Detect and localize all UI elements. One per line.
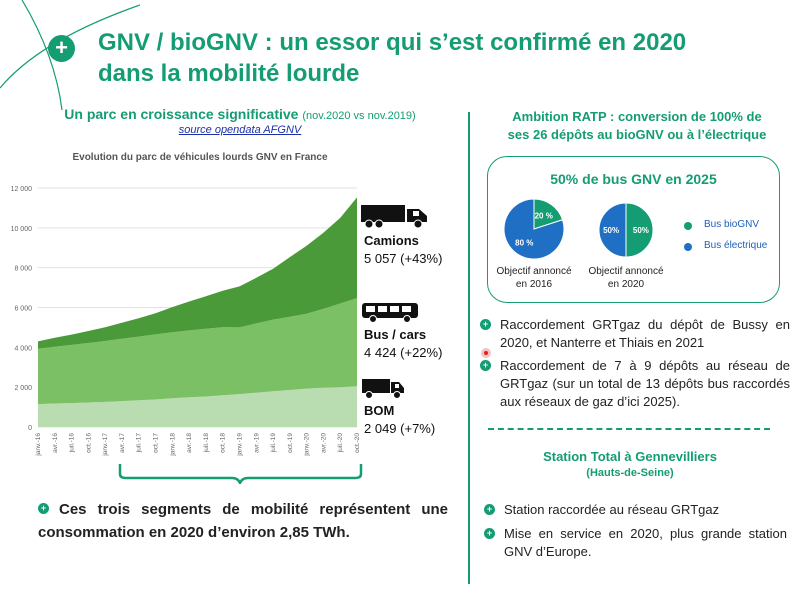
station-title: Station Total à Gennevilliers [543, 449, 717, 464]
legend-label-biognv: Bus bioGNV [704, 219, 760, 230]
page-title: GNV / bioGNV : un essor qui s’est confir… [98, 27, 788, 89]
area-series-bom [38, 386, 357, 427]
x-tick-label: juil.-18 [203, 433, 210, 454]
y-tick-label: 12 000 [11, 186, 33, 193]
bus-icon [362, 303, 418, 323]
x-tick-label: juil.-19 [270, 433, 277, 454]
legend-label-electrique: Bus électrique [704, 240, 768, 251]
ratp-heading: Ambition RATP : conversion de 100% de se… [484, 108, 790, 144]
area-series-bus-cars [38, 298, 357, 405]
x-tick-label: avr.-17 [119, 433, 126, 453]
consumption-text: Ces trois segments de mobilité représent… [38, 501, 448, 541]
ratp-bullet-2: + Raccordement de 7 à 9 dépôts au réseau… [478, 357, 790, 411]
pie-chart-2016: 20 % 80 % [504, 199, 564, 259]
pie-label-electrique: 50% [603, 226, 619, 235]
ratp-heading-line2: ses 26 dépôts au bioGNV ou à l’électriqu… [507, 127, 767, 142]
source-link[interactable]: source opendata AFGNV [178, 124, 302, 136]
ratp-bullet-2-text: Raccordement de 7 à 9 dépôts au réseau d… [500, 358, 790, 409]
x-tick-label: janv.-18 [169, 433, 176, 457]
bullet-plus-icon: + [480, 360, 491, 371]
chart-section-note: (nov.2020 vs nov.2019) [302, 110, 416, 122]
truck-icon [361, 205, 427, 229]
y-tick-label: 10 000 [11, 226, 33, 233]
x-tick-label: oct.-18 [220, 433, 227, 453]
segment-name-bom: BOM [364, 403, 395, 418]
pie-label-biognv: 50% [633, 226, 649, 235]
y-tick-label: 8 000 [14, 266, 32, 273]
segment-name-bus: Bus / cars [364, 327, 427, 342]
pie-slice-electrique [504, 199, 564, 259]
x-tick-label: juil.-16 [69, 433, 76, 454]
pie-label-biognv: 20 % [535, 212, 553, 221]
column-divider [468, 112, 470, 584]
x-tick-label: avr.-19 [253, 433, 260, 453]
y-tick-label: 0 [28, 425, 32, 432]
ratp-bullet-1: + Raccordement GRTgaz du dépôt de Bussy … [478, 316, 790, 352]
y-tick-label: 4 000 [14, 345, 32, 352]
pie-caption-2016-line1: Objectif annoncé [496, 266, 572, 277]
chart-title: Evolution du parc de véhicules lourds GN… [72, 152, 328, 163]
pie-caption-2016-line2: en 2016 [515, 279, 553, 290]
pie-caption-2016: Objectif annoncé en 2016 [484, 265, 584, 291]
x-tick-label: juil.-20 [337, 433, 344, 454]
consumption-bullet: + Ces trois segments de mobilité représen… [38, 498, 448, 544]
x-tick-label: oct.-16 [85, 433, 92, 453]
pie-chart-2020: 50% 50% [599, 203, 653, 257]
segment-value-bom: 2 049 (+7%) [364, 421, 436, 436]
x-tick-label: oct.-20 [354, 433, 360, 453]
page-title-line2: dans la mobilité lourde [98, 60, 360, 87]
y-tick-label: 6 000 [14, 306, 32, 313]
area-series-camions [38, 197, 357, 349]
station-subtitle: (Hauts-de-Seine) [586, 467, 674, 479]
ratp-heading-line1: Ambition RATP : conversion de 100% de [512, 109, 762, 124]
legend-dot-biognv [684, 222, 692, 230]
x-tick-label: oct.-19 [287, 433, 294, 453]
segment-name-camions: Camions [364, 233, 419, 248]
pie-slice-electrique [599, 203, 627, 257]
station-bullet-2: + Mise en service en 2020, plus grande s… [482, 525, 787, 561]
cursor-marker [481, 348, 491, 358]
x-tick-label: janv.-16 [35, 433, 42, 457]
x-tick-label: avr.-18 [186, 433, 193, 453]
pie-caption-2020-line2: en 2020 [607, 279, 645, 290]
segment-value-camions: 5 057 (+43%) [364, 251, 443, 266]
station-bullet-1-text: Station raccordée au réseau GRTgaz [504, 502, 720, 517]
page-title-line1: GNV / bioGNV : un essor qui s’est confir… [98, 29, 687, 56]
pie-label-electrique: 80 % [515, 238, 533, 247]
legend-dot-electrique [684, 243, 692, 251]
goal-panel [487, 156, 780, 303]
bullet-plus-icon: + [480, 319, 491, 330]
segment-value-bus: 4 424 (+22%) [364, 345, 443, 360]
bullet-plus-icon: + [38, 502, 49, 514]
station-bullets: + Station raccordée au réseau GRTgaz + M… [482, 501, 787, 561]
x-tick-label: avr.-16 [52, 433, 59, 453]
bullet-plus-icon: + [484, 528, 495, 539]
garbage-truck-icon [362, 379, 404, 399]
bracket-brace [118, 464, 363, 484]
x-tick-label: avr.-20 [320, 433, 327, 453]
section-separator [488, 428, 770, 430]
goal-title: 50% de bus GNV en 2025 [550, 171, 717, 187]
pie-slice-biognv [625, 203, 653, 257]
station-bullet-1: + Station raccordée au réseau GRTgaz [482, 501, 787, 519]
chart-section-title: Un parc en croissance significative [64, 106, 299, 122]
plus-icon: + [48, 35, 75, 62]
y-tick-label: 2 000 [14, 385, 32, 392]
pie-slice-biognv [533, 199, 564, 230]
station-bullet-2-text: Mise en service en 2020, plus grande sta… [504, 526, 787, 559]
pie-caption-2020-line1: Objectif annoncé [588, 266, 664, 277]
ratp-bullet-1-text: Raccordement GRTgaz du dépôt de Bussy en… [500, 317, 790, 350]
pie-caption-2020: Objectif annoncé en 2020 [576, 265, 676, 291]
x-tick-label: janv.-17 [102, 433, 109, 457]
ratp-bullets: + Raccordement GRTgaz du dépôt de Bussy … [478, 316, 790, 411]
bullet-plus-icon: + [484, 504, 495, 515]
x-tick-label: oct.-17 [153, 433, 160, 453]
chart-section-heading: Un parc en croissance significative (nov… [40, 106, 440, 122]
x-tick-label: juil.-17 [136, 433, 143, 454]
fleet-area-chart: 0 2 000 4 000 6 000 8 000 10 000 12 000 janv.-1… [11, 186, 360, 457]
x-tick-label: janv.-19 [237, 433, 244, 457]
x-tick-label: janv.-20 [304, 433, 311, 457]
